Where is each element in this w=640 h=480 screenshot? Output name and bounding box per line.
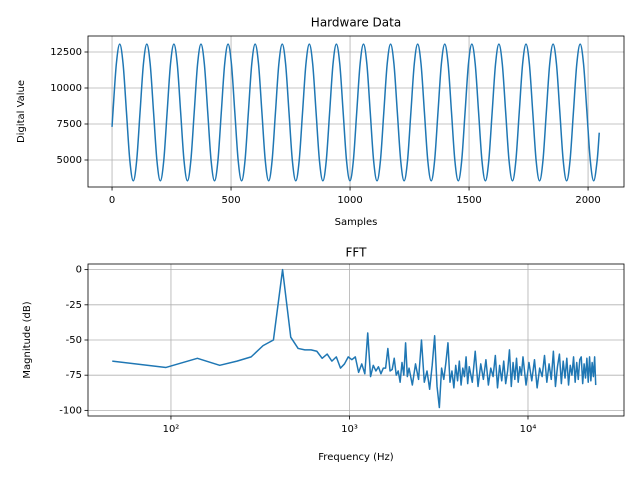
chart-title: FFT: [346, 246, 368, 260]
axes-frame: [87, 263, 625, 417]
y-tick-label: 10000: [50, 83, 82, 94]
x-tick-label: 10³: [341, 424, 358, 435]
y-tick-label: 12500: [50, 47, 82, 58]
x-tick-label: 0: [109, 195, 115, 206]
x-axis-label: Frequency (Hz): [318, 452, 394, 463]
y-tick-label: 7500: [57, 119, 82, 130]
x-tick-label: 10²: [163, 424, 180, 435]
chart-title: Hardware Data: [311, 16, 401, 30]
y-axis-label: Digital Value: [16, 80, 27, 143]
y-tick-label: 0: [76, 265, 82, 276]
data-line: [112, 268, 597, 409]
x-tick-label: 500: [221, 195, 240, 206]
x-tick-label: 10⁴: [520, 424, 537, 435]
x-axis-label: Samples: [335, 217, 378, 228]
y-tick-label: 5000: [57, 155, 82, 166]
y-tick-label: -100: [59, 405, 82, 416]
x-tick-label: 2000: [575, 195, 600, 206]
axes-frame: [87, 35, 625, 188]
y-tick-label: -75: [66, 370, 82, 381]
data-line: [111, 43, 600, 182]
x-tick-label: 1500: [456, 195, 481, 206]
y-axis-label: Magnitude (dB): [22, 301, 33, 378]
y-tick-label: -50: [66, 335, 82, 346]
x-tick-label: 1000: [337, 195, 362, 206]
y-tick-label: -25: [66, 300, 82, 311]
